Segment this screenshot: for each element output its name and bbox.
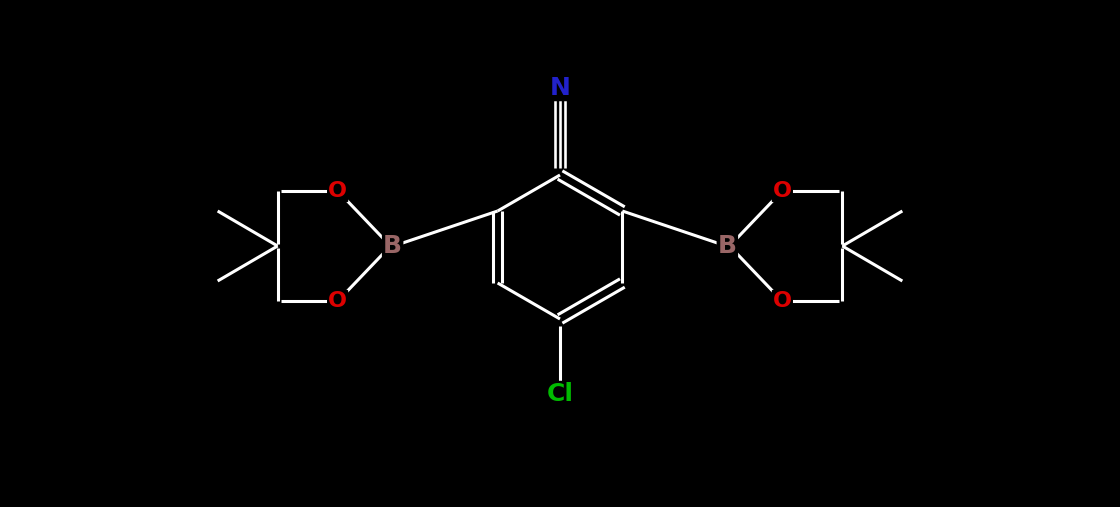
- Text: Cl: Cl: [547, 382, 573, 406]
- Text: N: N: [550, 76, 570, 100]
- Text: O: O: [773, 291, 792, 311]
- Text: B: B: [718, 234, 737, 258]
- Text: O: O: [328, 291, 347, 311]
- Text: O: O: [773, 181, 792, 201]
- Text: O: O: [328, 181, 347, 201]
- Text: B: B: [383, 234, 402, 258]
